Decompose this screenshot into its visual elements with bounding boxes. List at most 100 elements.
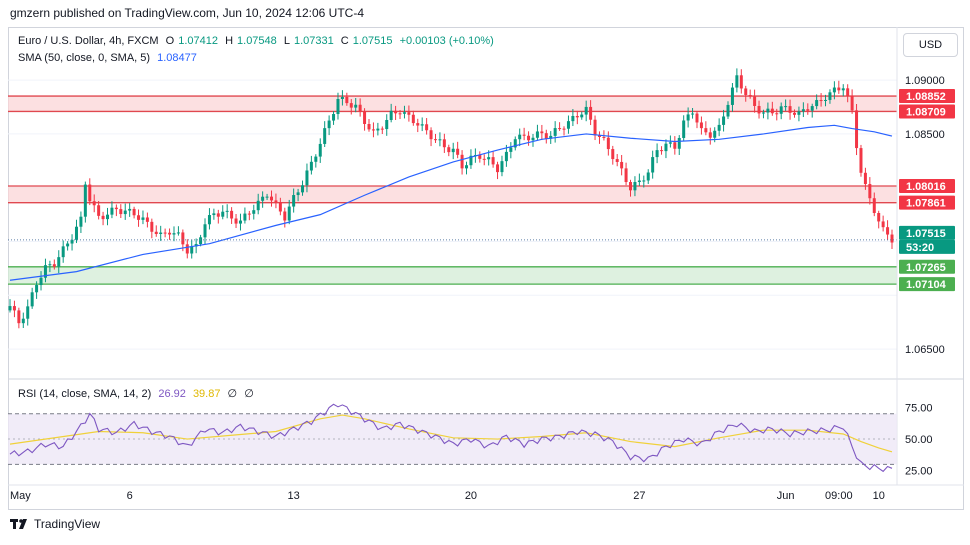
candle-body bbox=[97, 205, 101, 216]
tradingview-logo-icon bbox=[10, 519, 27, 529]
candle-body bbox=[340, 96, 344, 99]
candle-body bbox=[699, 122, 703, 129]
rsi-label[interactable]: RSI (14, close, SMA, 14, 2) bbox=[18, 388, 152, 400]
candle-body bbox=[309, 161, 313, 171]
candle-body bbox=[540, 131, 544, 134]
candle-body bbox=[114, 207, 118, 210]
candle-body bbox=[190, 246, 194, 254]
price-label-box bbox=[899, 225, 955, 240]
candle-body bbox=[203, 224, 207, 238]
published-header: gmzern published on TradingView.com, Jun… bbox=[10, 6, 364, 20]
price-label-text: 1.08016 bbox=[906, 181, 946, 193]
candle-body bbox=[43, 265, 47, 278]
candle-body bbox=[509, 147, 513, 152]
sma-label[interactable]: SMA (50, close, 0, SMA, 5) bbox=[18, 52, 151, 64]
rsi-ma-line bbox=[9, 414, 893, 453]
candle-body bbox=[664, 143, 668, 152]
candle-body bbox=[216, 213, 220, 217]
candle-body bbox=[859, 148, 863, 173]
candle-body bbox=[558, 128, 562, 130]
candle-body bbox=[779, 106, 783, 114]
price-label-text: 1.07515 bbox=[906, 228, 946, 240]
candle-body bbox=[371, 129, 375, 131]
candle-body bbox=[615, 159, 619, 162]
candle-body bbox=[788, 106, 792, 113]
candle-body bbox=[739, 75, 743, 89]
sma-value: 1.08477 bbox=[157, 52, 197, 64]
price-label-box bbox=[899, 259, 955, 274]
price-label-box bbox=[899, 104, 955, 119]
candle-body bbox=[761, 112, 765, 114]
candle-body bbox=[17, 310, 21, 324]
ohlc-open: O 1.07412 bbox=[165, 35, 218, 47]
candle-body bbox=[602, 136, 606, 138]
candle-body bbox=[846, 88, 850, 97]
candle-body bbox=[442, 139, 446, 148]
candle-body bbox=[110, 207, 114, 215]
candle-body bbox=[527, 135, 531, 141]
ohlc-high: H 1.07548 bbox=[225, 35, 277, 47]
price-tick-label: 1.06500 bbox=[905, 344, 945, 356]
candle-body bbox=[784, 106, 788, 108]
candle-body bbox=[8, 306, 12, 311]
candle-body bbox=[433, 139, 437, 141]
candle-body bbox=[832, 87, 836, 93]
currency-button[interactable]: USD bbox=[903, 33, 958, 57]
candle-body bbox=[265, 196, 269, 198]
candle-body bbox=[283, 211, 287, 221]
candle-body bbox=[744, 88, 748, 95]
candle-body bbox=[292, 195, 296, 207]
candle-body bbox=[544, 133, 548, 139]
candle-body bbox=[438, 139, 442, 141]
candle-body bbox=[367, 123, 371, 130]
support-zone bbox=[8, 266, 897, 285]
candle-body bbox=[225, 210, 229, 212]
candle-body bbox=[562, 128, 566, 130]
candle-body bbox=[451, 148, 455, 153]
candle-body bbox=[504, 151, 508, 162]
candle-body bbox=[119, 209, 123, 215]
candle-body bbox=[482, 158, 486, 160]
candle-body bbox=[172, 233, 176, 235]
time-tick-label: May bbox=[10, 490, 31, 502]
price-label-box bbox=[899, 195, 955, 210]
candle-body bbox=[336, 98, 340, 115]
candle-body bbox=[243, 213, 247, 221]
candle-body bbox=[106, 214, 110, 220]
candle-body bbox=[522, 134, 526, 136]
candle-body bbox=[83, 184, 87, 217]
time-tick-label: 10 bbox=[873, 490, 885, 502]
candle-body bbox=[837, 87, 841, 91]
candle-body bbox=[398, 113, 402, 115]
candle-body bbox=[57, 257, 61, 267]
candle-body bbox=[730, 87, 734, 105]
candle-body bbox=[420, 124, 424, 126]
candle-body bbox=[677, 137, 681, 149]
symbol-title[interactable]: Euro / U.S. Dollar, 4h, FXCM bbox=[18, 35, 159, 47]
candle-body bbox=[606, 137, 610, 150]
candle-body bbox=[518, 134, 522, 140]
candle-body bbox=[296, 192, 300, 196]
ohlc-close: C 1.07515 bbox=[340, 35, 393, 47]
price-label-text: 1.08709 bbox=[906, 106, 946, 118]
candle-body bbox=[318, 143, 322, 157]
resistance-zone bbox=[8, 186, 897, 203]
price-label-box bbox=[899, 89, 955, 104]
candle-body bbox=[234, 218, 238, 224]
sma-legend: SMA (50, close, 0, SMA, 5) 1.08477 bbox=[18, 52, 201, 64]
footer-brand: TradingView bbox=[34, 517, 101, 531]
candle-body bbox=[651, 157, 655, 173]
candle-body bbox=[753, 96, 757, 106]
candle-body bbox=[354, 104, 358, 108]
rsi-line bbox=[9, 403, 893, 473]
candle-body bbox=[691, 113, 695, 115]
candle-body bbox=[704, 128, 708, 133]
candle-body bbox=[553, 128, 557, 136]
candle-body bbox=[30, 292, 34, 307]
candle-body bbox=[726, 104, 730, 117]
candle-body bbox=[429, 130, 433, 140]
candle-body bbox=[349, 103, 353, 108]
price-label-text: 1.07861 bbox=[906, 198, 946, 210]
